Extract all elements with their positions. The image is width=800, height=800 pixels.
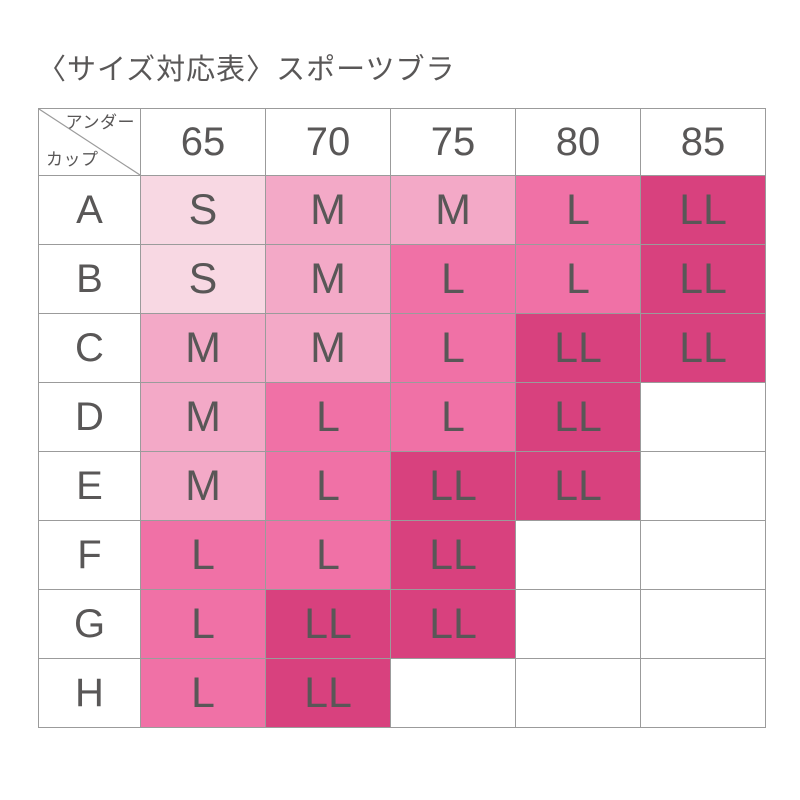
under-size-header: 85 (640, 108, 766, 176)
size-cell: L (390, 313, 516, 383)
size-cell: M (140, 451, 266, 521)
size-cell: LL (640, 175, 766, 245)
size-cell: L (265, 382, 391, 452)
empty-cell (640, 658, 766, 728)
size-cell: LL (390, 520, 516, 590)
size-cell: M (140, 382, 266, 452)
empty-cell (640, 520, 766, 590)
size-cell: L (140, 658, 266, 728)
cup-axis-label: カップ (46, 150, 99, 169)
table-row: G L LL LL (38, 589, 766, 659)
table-row: H L LL (38, 658, 766, 728)
size-cell: LL (515, 382, 641, 452)
empty-cell (515, 520, 641, 590)
empty-cell (515, 589, 641, 659)
size-cell: LL (390, 451, 516, 521)
size-cell: LL (265, 658, 391, 728)
size-cell: L (390, 244, 516, 314)
table-row: A S M M L LL (38, 175, 766, 245)
size-cell: LL (640, 313, 766, 383)
size-cell: LL (265, 589, 391, 659)
size-cell: M (140, 313, 266, 383)
table-row: E M L LL LL (38, 451, 766, 521)
size-cell: LL (640, 244, 766, 314)
size-cell: M (265, 313, 391, 383)
table-row: C M M L LL LL (38, 313, 766, 383)
empty-cell (640, 451, 766, 521)
size-cell: LL (515, 313, 641, 383)
size-cell: M (390, 175, 516, 245)
size-cell: L (140, 520, 266, 590)
size-cell: M (265, 244, 391, 314)
table-row: B S M L L LL (38, 244, 766, 314)
table-row: F L L LL (38, 520, 766, 590)
under-size-header: 65 (140, 108, 266, 176)
size-cell: S (140, 244, 266, 314)
cup-label: B (38, 244, 141, 314)
size-cell: L (265, 520, 391, 590)
cup-label: C (38, 313, 141, 383)
under-axis-label: アンダー (65, 113, 135, 132)
cup-label: F (38, 520, 141, 590)
diagonal-divider-line (39, 109, 140, 175)
size-cell: L (265, 451, 391, 521)
size-cell: L (515, 244, 641, 314)
size-cell: LL (390, 589, 516, 659)
size-chart-table: アンダー カップ 65 70 75 80 85 A S M M L LL B S M L L LL C M M L LL… (38, 108, 766, 728)
empty-cell (390, 658, 516, 728)
empty-cell (515, 658, 641, 728)
size-cell: S (140, 175, 266, 245)
size-cell: M (265, 175, 391, 245)
under-size-header: 80 (515, 108, 641, 176)
header-row: アンダー カップ 65 70 75 80 85 (38, 108, 766, 176)
under-size-header: 70 (265, 108, 391, 176)
cup-label: D (38, 382, 141, 452)
corner-header-cell: アンダー カップ (38, 108, 141, 176)
size-cell: L (140, 589, 266, 659)
table-row: D M L L LL (38, 382, 766, 452)
size-cell: L (515, 175, 641, 245)
table-body: A S M M L LL B S M L L LL C M M L LL LL D M L L LL E M L LL LL F L L LL… (38, 175, 766, 728)
under-size-header: 75 (390, 108, 516, 176)
size-cell: L (390, 382, 516, 452)
cup-label: H (38, 658, 141, 728)
empty-cell (640, 382, 766, 452)
cup-label: G (38, 589, 141, 659)
cup-label: A (38, 175, 141, 245)
page-title: 〈サイズ対応表〉スポーツブラ (37, 54, 456, 86)
size-cell: LL (515, 451, 641, 521)
cup-label: E (38, 451, 141, 521)
empty-cell (640, 589, 766, 659)
